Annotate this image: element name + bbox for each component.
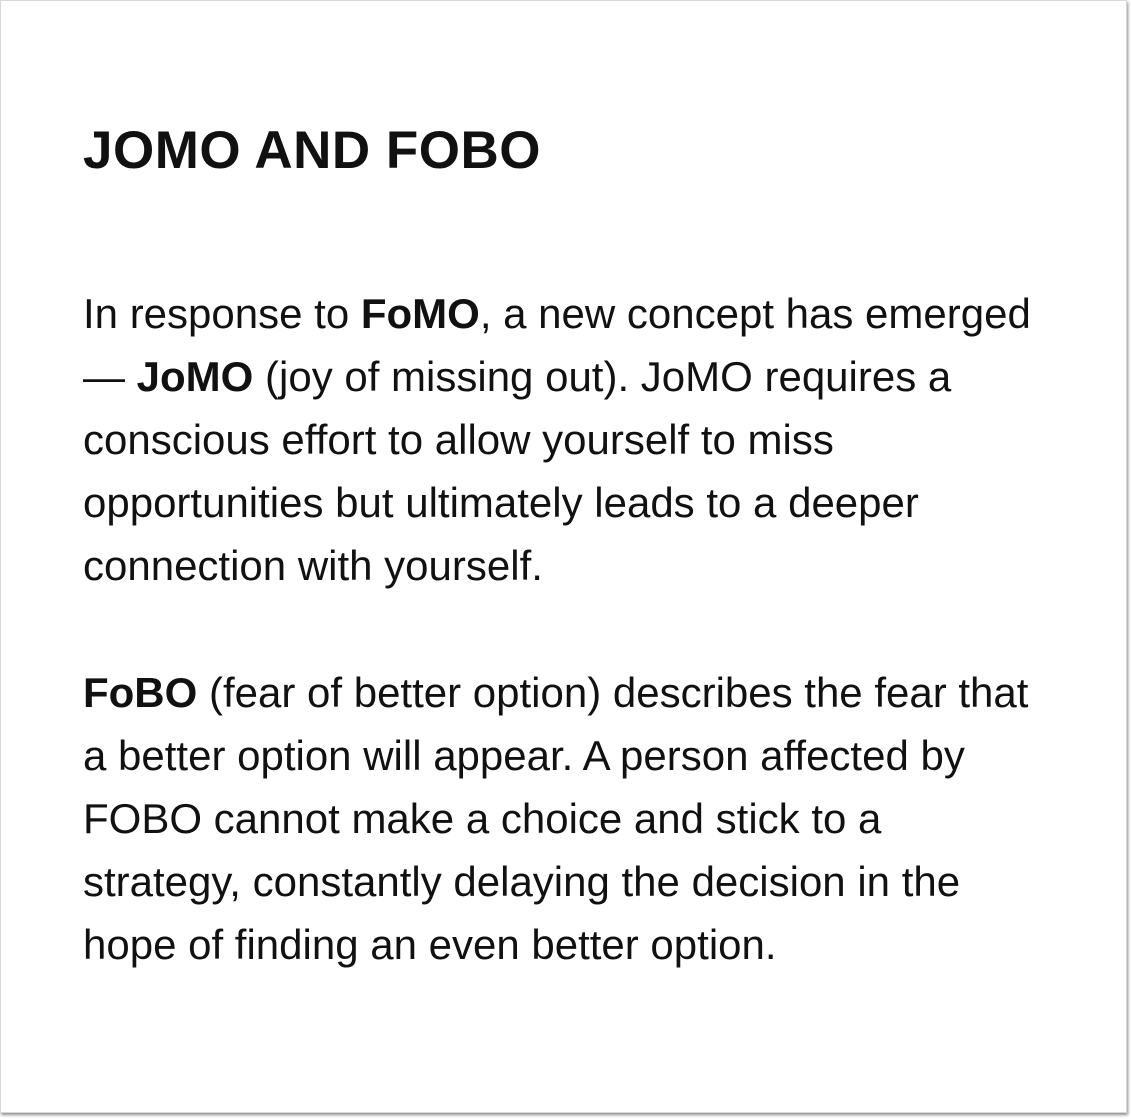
fobo-paragraph: FoBO (fear of better option) describes t… (83, 661, 1043, 976)
fomo-term: FoMO (360, 290, 480, 337)
paragraph-text: , a new concept has emerged — (83, 290, 1031, 400)
paragraph-text: In response to (83, 290, 361, 337)
jomo-term: JoMO (136, 353, 254, 400)
paragraph-text: (joy of missing out). JoMO requires a co… (83, 353, 952, 589)
paragraph-text: (fear of better option) describes the fe… (83, 669, 1029, 968)
jomo-paragraph: In response to FoMO, a new concept has e… (83, 282, 1043, 597)
page-title: JOMO AND FOBO (83, 121, 541, 180)
fobo-term: FoBO (83, 669, 198, 716)
